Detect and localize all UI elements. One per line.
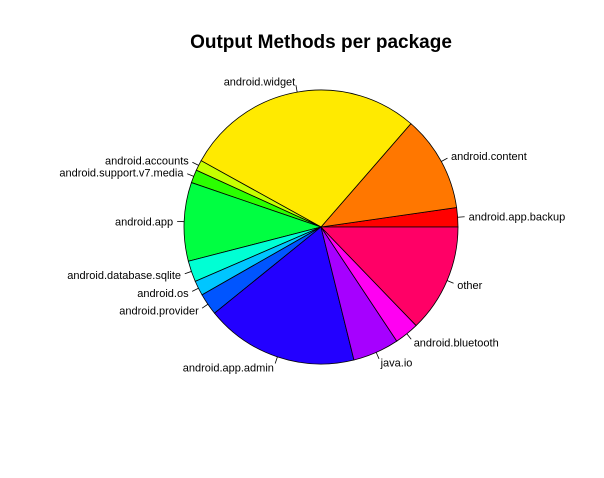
- chart-title: Output Methods per package: [190, 32, 452, 53]
- slice-label: android.bluetooth: [414, 337, 499, 349]
- label-tick: [296, 85, 297, 92]
- slice-label: android.os: [137, 288, 189, 300]
- label-tick: [376, 352, 379, 358]
- slice-label: android.accounts: [105, 155, 189, 167]
- label-tick: [185, 271, 192, 273]
- label-tick: [202, 304, 208, 308]
- slice-label: android.widget: [224, 76, 296, 88]
- slice-label: android.provider: [119, 305, 199, 317]
- label-tick: [192, 162, 198, 165]
- label-tick: [192, 288, 198, 291]
- slices-layer: [184, 90, 458, 364]
- slice-label: android.app.backup: [469, 211, 566, 223]
- label-tick: [275, 357, 277, 364]
- label-tick: [187, 174, 194, 177]
- slice-label: other: [457, 280, 482, 292]
- label-tick: [407, 334, 411, 339]
- slice-label: android.app: [115, 216, 173, 228]
- slice-label: android.app.admin: [183, 362, 274, 374]
- label-tick: [441, 158, 447, 161]
- label-tick: [458, 217, 465, 218]
- label-tick: [447, 281, 453, 284]
- slice-label: java.io: [380, 357, 413, 369]
- slice-label: android.database.sqlite: [67, 270, 181, 282]
- slice-label: android.support.v7.media: [59, 167, 184, 179]
- slice-label: android.content: [451, 151, 527, 163]
